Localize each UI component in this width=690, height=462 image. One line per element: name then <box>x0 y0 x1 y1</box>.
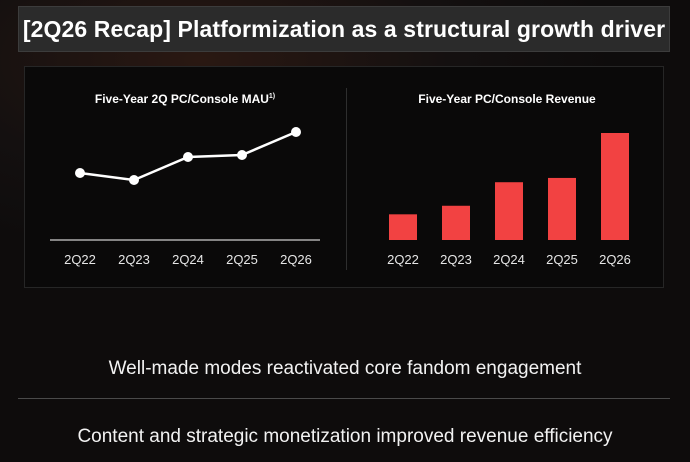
revenue-tick-label: 2Q26 <box>599 252 631 267</box>
mau-point-2q24 <box>183 152 193 162</box>
mau-point-2q26 <box>291 127 301 137</box>
mau-line-chart: 2Q22 2Q23 2Q24 2Q25 2Q26 <box>50 127 320 267</box>
mau-tick-label: 2Q25 <box>226 252 258 267</box>
statement-monetization: Content and strategic monetization impro… <box>77 426 613 447</box>
chart-divider <box>346 88 347 270</box>
mau-point-2q23 <box>129 175 139 185</box>
mau-point-2q22 <box>75 168 85 178</box>
title-bar: [2Q26 Recap] Platformization as a struct… <box>18 6 670 52</box>
revenue-tick-label: 2Q23 <box>440 252 472 267</box>
mau-tick-label: 2Q22 <box>64 252 96 267</box>
revenue-tick-label: 2Q24 <box>493 252 525 267</box>
revenue-chart-title-text: Five-Year PC/Console Revenue <box>418 92 596 106</box>
revenue-tick-label: 2Q25 <box>546 252 578 267</box>
revenue-bar-2q24 <box>495 182 523 240</box>
revenue-bar-chart: 2Q22 2Q23 2Q24 2Q25 2Q26 <box>387 133 631 267</box>
mau-tick-label: 2Q26 <box>280 252 312 267</box>
revenue-bar-2q22 <box>389 214 417 240</box>
mau-chart-title: Five-Year 2Q PC/Console MAU1) <box>40 92 330 106</box>
revenue-bar-2q26 <box>601 133 629 240</box>
statement-engagement: Well-made modes reactivated core fandom … <box>108 358 582 379</box>
mau-chart-title-text: Five-Year 2Q PC/Console MAU <box>94 92 269 106</box>
page-title: [2Q26 Recap] Platformization as a struct… <box>22 15 666 42</box>
mau-tick-label: 2Q24 <box>172 252 204 267</box>
revenue-bar-2q25 <box>548 177 576 240</box>
revenue-bar-2q23 <box>442 205 470 240</box>
revenue-tick-label: 2Q22 <box>387 252 419 267</box>
statement-divider <box>18 398 670 399</box>
mau-chart-footnote: 1) <box>268 93 276 100</box>
revenue-chart-title: Five-Year PC/Console Revenue <box>362 92 652 106</box>
mau-tick-label: 2Q23 <box>118 252 150 267</box>
mau-point-2q25 <box>237 150 247 160</box>
